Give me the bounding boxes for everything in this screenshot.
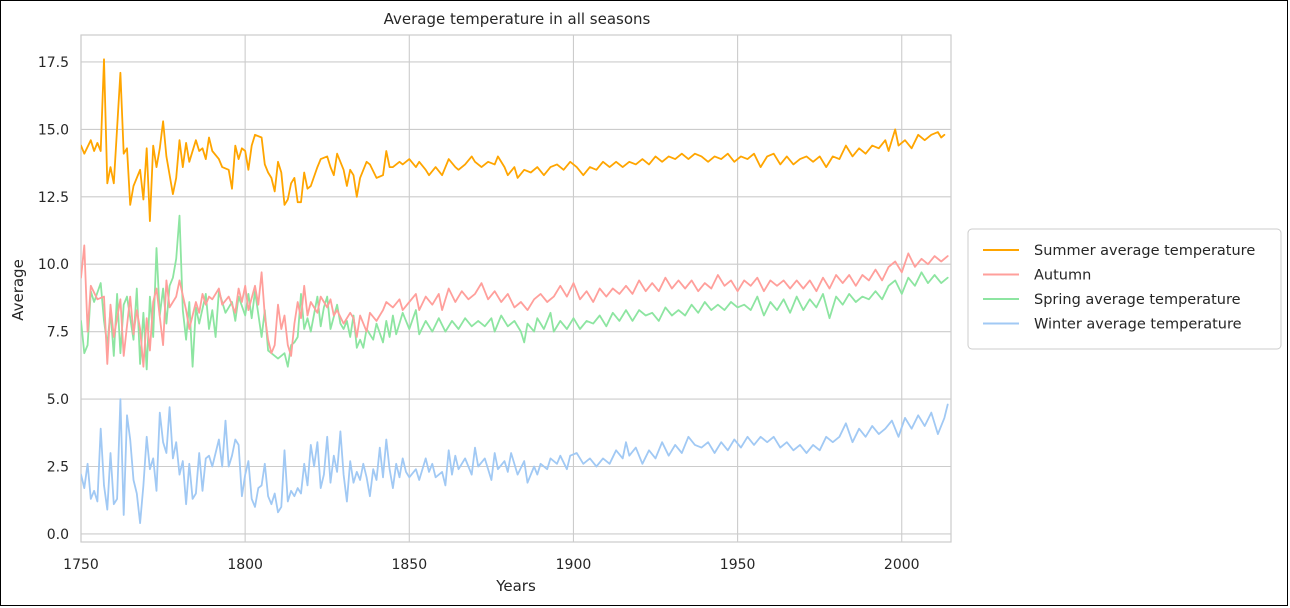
legend: Summer average temperature Autumn Spring a… <box>967 228 1282 350</box>
y-tick-label: 5.0 <box>47 392 69 408</box>
x-tick-label: 1950 <box>720 557 756 573</box>
x-axis-label: Years <box>495 577 536 595</box>
series-line-autumn <box>81 244 949 368</box>
plot-area <box>80 34 952 543</box>
x-tick-label: 1900 <box>556 557 592 573</box>
x-tick-label: 1850 <box>391 557 427 573</box>
legend-label: Autumn <box>1034 268 1091 284</box>
legend-label: Spring average temperature <box>1034 292 1241 308</box>
y-tick-label: 0.0 <box>47 527 69 543</box>
legend-label: Winter average temperature <box>1034 317 1242 333</box>
x-tick-label: 2000 <box>884 557 920 573</box>
y-tick-labels: 0.0 2.5 5.0 7.5 10.0 12.5 15.0 17.5 <box>38 55 69 543</box>
y-tick-label: 17.5 <box>38 55 69 71</box>
x-tick-label: 1750 <box>63 557 99 573</box>
y-tick-label: 15.0 <box>38 122 69 138</box>
series-line-summer-average-temperature <box>81 58 946 223</box>
series-line-spring-average-temperature <box>81 214 949 371</box>
y-tick-label: 7.5 <box>47 325 69 341</box>
x-tick-labels: 1750 1800 1850 1900 1950 2000 <box>63 557 919 573</box>
x-tick-label: 1800 <box>227 557 263 573</box>
y-tick-label: 2.5 <box>47 459 69 475</box>
legend-label: Summer average temperature <box>1034 243 1255 259</box>
y-tick-label: 10.0 <box>38 257 69 273</box>
series-lines <box>81 58 949 524</box>
series-line-winter-average-temperature <box>81 398 949 524</box>
legend-box <box>967 228 1282 350</box>
y-axis-label: Average <box>9 259 27 321</box>
y-tick-label: 12.5 <box>38 190 69 206</box>
chart-title: Average temperature in all seasons <box>384 10 651 28</box>
grid-lines <box>80 35 951 542</box>
